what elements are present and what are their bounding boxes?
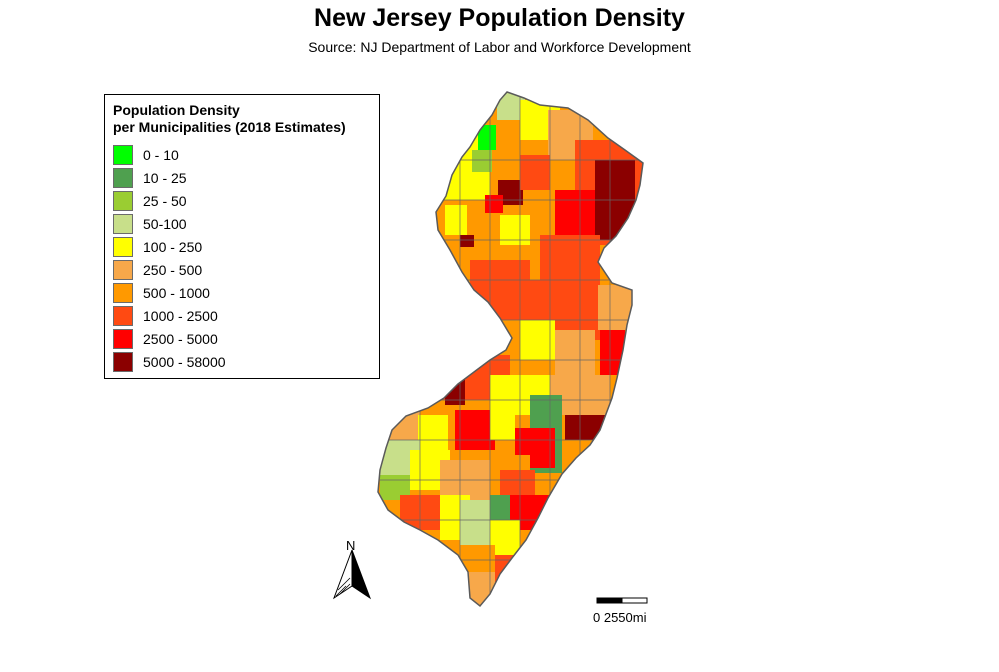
legend-label: 0 - 10 [143,147,179,163]
legend: Population Density per Municipalities (2… [104,94,380,379]
legend-label: 100 - 250 [143,239,203,255]
map-subtitle: Source: NJ Department of Labor and Workf… [308,39,691,55]
municipality [445,205,467,235]
north-arrow-icon [332,549,372,600]
legend-item: 0 - 10 [113,144,179,166]
map-title: New Jersey Population Density [314,4,685,32]
legend-swatch [113,237,133,257]
legend-swatch [113,352,133,372]
legend-item: 5000 - 58000 [113,351,226,373]
municipality [520,320,555,360]
municipality [555,330,595,375]
legend-label: 10 - 25 [143,170,187,186]
municipality [478,125,496,150]
legend-swatch [113,283,133,303]
legend-swatch [113,191,133,211]
municipality [555,190,595,240]
legend-label: 25 - 50 [143,193,187,209]
legend-label: 2500 - 5000 [143,331,218,347]
municipalities-layer [378,92,643,606]
scale-bar-label: 0 2550mi [593,610,647,625]
municipality [418,415,448,450]
legend-item: 10 - 25 [113,167,187,189]
legend-item: 1000 - 2500 [113,305,218,327]
legend-swatch [113,145,133,165]
municipality [500,215,530,245]
municipality [460,500,490,545]
municipality [445,375,465,405]
north-arrow-label: N [346,538,356,553]
scale-bar [596,597,648,604]
legend-swatch [113,168,133,188]
municipality [455,410,495,450]
legend-label: 50-100 [143,216,187,232]
legend-item: 2500 - 5000 [113,328,218,350]
municipality [600,330,625,375]
legend-item: 250 - 500 [113,259,202,281]
legend-title-line2: per Municipalities (2018 Estimates) [113,119,346,135]
legend-swatch [113,260,133,280]
municipality [540,235,600,285]
legend-label: 250 - 500 [143,262,203,278]
state-outline [377,91,644,608]
legend-swatch [113,329,133,349]
legend-label: 1000 - 2500 [143,308,218,324]
legend-swatch [113,214,133,234]
municipality [485,195,503,213]
legend-item: 25 - 50 [113,190,187,212]
municipality [470,260,530,320]
legend-item: 500 - 1000 [113,282,210,304]
municipality [520,155,550,190]
legend-label: 500 - 1000 [143,285,210,301]
legend-title: Population Density per Municipalities (2… [113,102,346,136]
legend-swatch [113,306,133,326]
legend-label: 5000 - 58000 [143,354,226,370]
legend-item: 50-100 [113,213,187,235]
municipality [472,150,492,172]
legend-item: 100 - 250 [113,236,202,258]
municipality [490,410,515,440]
legend-title-line1: Population Density [113,102,240,118]
municipality [460,235,474,247]
